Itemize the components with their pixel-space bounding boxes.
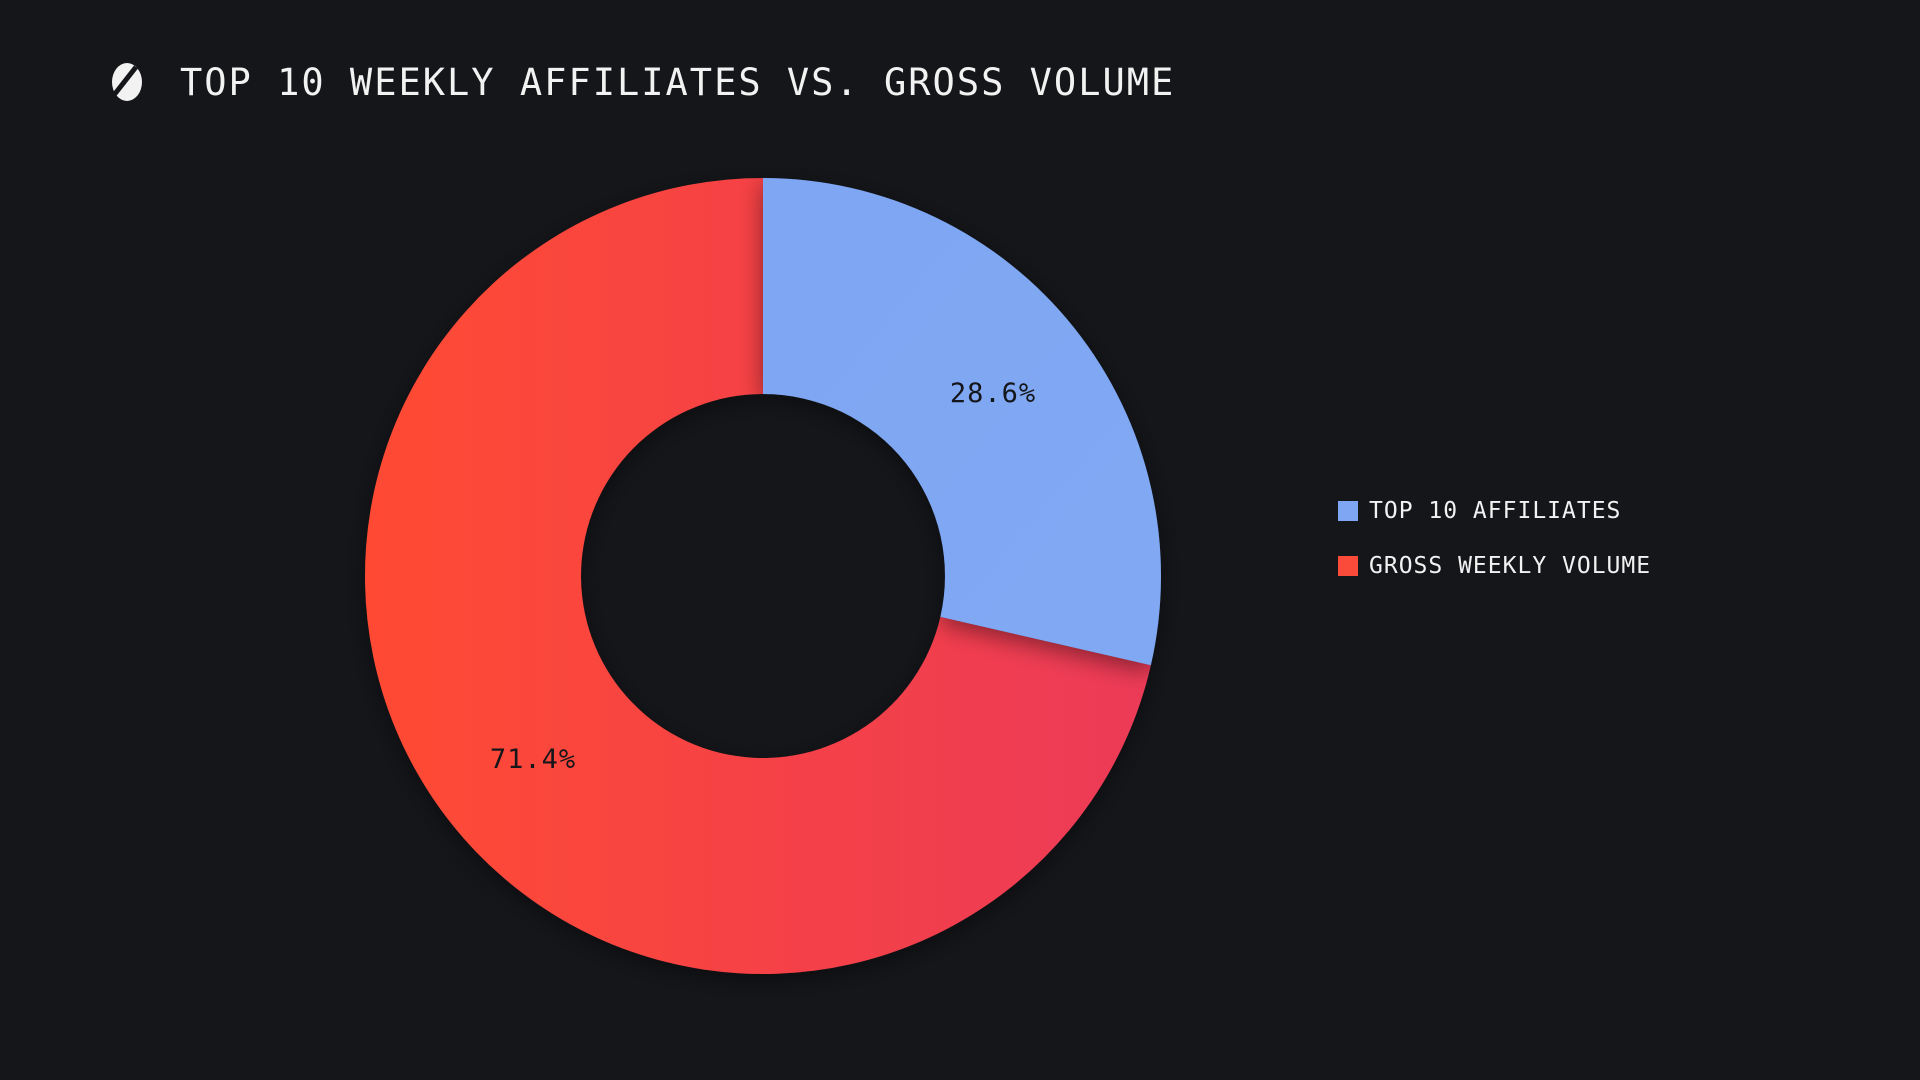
- slice-label-gross-weekly-volume: 71.4%: [490, 744, 576, 775]
- legend-label-gross-weekly-volume: GROSS WEEKLY VOLUME: [1369, 553, 1652, 579]
- slice-label-top-10-affiliates: 28.6%: [950, 378, 1036, 409]
- legend-swatch-top-10-affiliates: [1338, 501, 1358, 521]
- slice-top-10-affiliates[interactable]: [763, 178, 1161, 666]
- legend-item-top-10-affiliates[interactable]: TOP 10 AFFILIATES: [1338, 496, 1651, 526]
- legend-label-top-10-affiliates: TOP 10 AFFILIATES: [1369, 498, 1622, 524]
- chart-header: TOP 10 WEEKLY AFFILIATES VS. GROSS VOLUM…: [110, 52, 1175, 112]
- chart-legend: TOP 10 AFFILIATES GROSS WEEKLY VOLUME: [1338, 496, 1651, 606]
- chart-title: TOP 10 WEEKLY AFFILIATES VS. GROSS VOLUM…: [180, 60, 1176, 104]
- slice-gross-weekly-volume[interactable]: [364, 178, 1151, 974]
- legend-item-gross-weekly-volume[interactable]: GROSS WEEKLY VOLUME: [1338, 551, 1651, 581]
- brand-logo-icon: [112, 63, 142, 101]
- legend-swatch-gross-weekly-volume: [1338, 556, 1358, 576]
